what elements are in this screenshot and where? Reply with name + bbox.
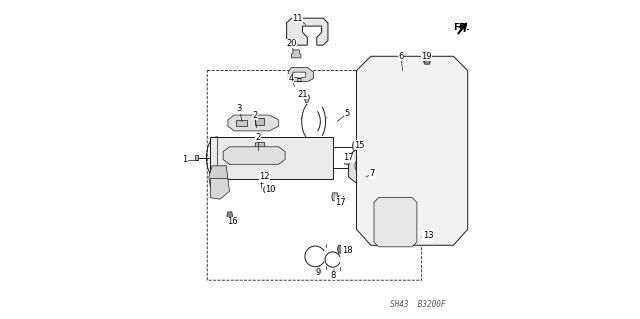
Text: 15: 15: [355, 141, 365, 150]
Polygon shape: [223, 147, 285, 164]
Polygon shape: [337, 196, 342, 204]
Text: 5: 5: [344, 109, 349, 118]
Text: 21: 21: [298, 90, 308, 99]
Polygon shape: [211, 179, 230, 199]
Polygon shape: [228, 115, 278, 131]
Polygon shape: [353, 142, 358, 150]
Text: 14: 14: [335, 196, 346, 205]
Circle shape: [264, 186, 272, 194]
Polygon shape: [195, 155, 198, 160]
Text: 6: 6: [398, 52, 404, 61]
Polygon shape: [304, 95, 310, 102]
Polygon shape: [227, 212, 233, 220]
Text: 1: 1: [182, 155, 188, 164]
Polygon shape: [209, 166, 228, 188]
Polygon shape: [344, 156, 350, 164]
Polygon shape: [255, 118, 264, 124]
Polygon shape: [356, 56, 468, 245]
Text: 18: 18: [342, 246, 352, 255]
Polygon shape: [349, 148, 379, 183]
Text: 10: 10: [266, 185, 276, 194]
Text: 4: 4: [289, 74, 294, 83]
Polygon shape: [288, 67, 314, 82]
Polygon shape: [287, 18, 328, 45]
Text: 13: 13: [422, 231, 433, 240]
Text: 11: 11: [292, 14, 303, 23]
Text: 2: 2: [252, 111, 257, 120]
Text: 16: 16: [227, 217, 238, 226]
Text: 2: 2: [255, 133, 260, 142]
Text: FR.: FR.: [453, 23, 470, 32]
Polygon shape: [337, 245, 344, 253]
Polygon shape: [424, 56, 431, 64]
Polygon shape: [236, 120, 247, 126]
Polygon shape: [374, 197, 417, 247]
Polygon shape: [211, 137, 333, 179]
Polygon shape: [332, 193, 339, 201]
Text: 8: 8: [330, 271, 335, 280]
Text: 7: 7: [370, 169, 375, 178]
Circle shape: [355, 157, 372, 175]
Text: 20: 20: [286, 39, 297, 48]
Text: 3: 3: [236, 104, 242, 113]
Text: 19: 19: [421, 52, 431, 61]
Text: SH43  B3200F: SH43 B3200F: [390, 300, 445, 308]
Text: 12: 12: [259, 173, 269, 182]
Text: 17: 17: [335, 198, 346, 207]
Polygon shape: [255, 142, 264, 148]
Polygon shape: [291, 50, 301, 58]
Text: 17: 17: [343, 153, 354, 162]
Text: 9: 9: [316, 268, 321, 277]
